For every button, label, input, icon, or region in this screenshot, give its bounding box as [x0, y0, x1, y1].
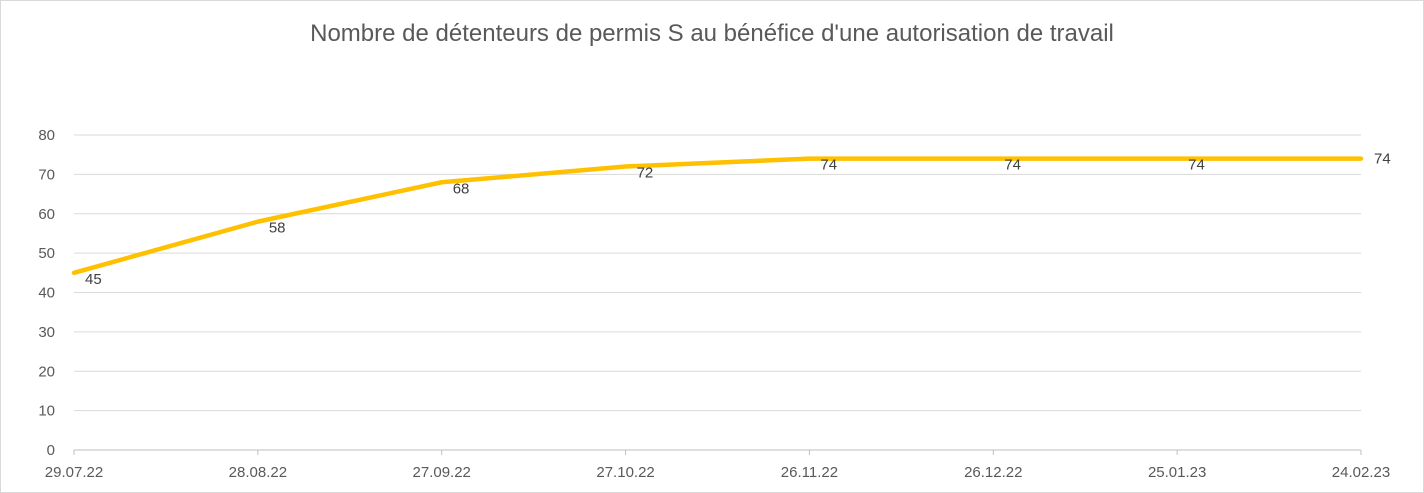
- y-tick-label: 30: [38, 324, 55, 341]
- data-label: 72: [637, 165, 654, 182]
- x-tick-label: 25.01.23: [1148, 464, 1206, 481]
- data-label: 74: [1188, 157, 1205, 174]
- x-tick-label: 24.02.23: [1332, 464, 1390, 481]
- x-tick-label: 26.12.22: [964, 464, 1022, 481]
- data-label: 45: [85, 271, 102, 288]
- data-label: 74: [820, 157, 837, 174]
- x-tick-label: 28.08.22: [229, 464, 287, 481]
- y-tick-label: 20: [38, 363, 55, 380]
- data-label: 74: [1374, 151, 1391, 168]
- y-tick-label: 60: [38, 206, 55, 223]
- data-label: 74: [1004, 157, 1021, 174]
- x-tick-label: 27.09.22: [413, 464, 471, 481]
- y-tick-label: 70: [38, 166, 55, 183]
- data-label: 68: [453, 180, 470, 197]
- data-label: 58: [269, 220, 286, 237]
- series-line: [71, 156, 1364, 276]
- x-tick-label: 29.07.22: [45, 464, 103, 481]
- y-tick-label: 0: [47, 442, 55, 459]
- y-tick-label: 50: [38, 245, 55, 262]
- y-tick-label: 80: [38, 127, 55, 144]
- x-tick-label: 27.10.22: [596, 464, 654, 481]
- y-tick-label: 40: [38, 285, 55, 302]
- y-tick-label: 10: [38, 403, 55, 420]
- chart-title: Nombre de détenteurs de permis S au béné…: [310, 20, 1114, 47]
- x-tick-label: 26.11.22: [781, 464, 838, 481]
